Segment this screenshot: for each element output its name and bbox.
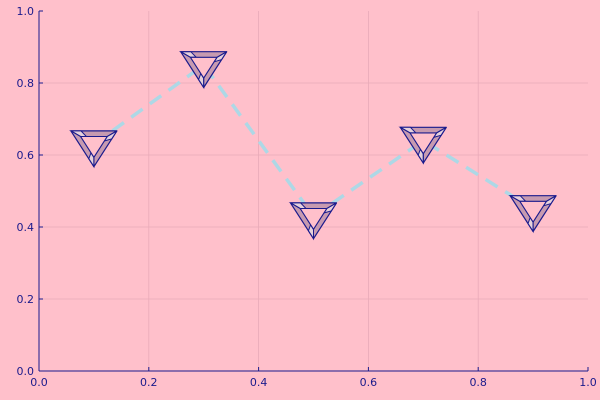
marker-edge xyxy=(436,126,447,134)
x-tick-label: 0.6 xyxy=(360,376,378,389)
penrose-triangle-icon xyxy=(508,195,557,234)
tick-labels: 0.0 0.2 0.4 0.6 0.8 1.0 0.0 0.2 0.4 0.6 0.8 1.0 xyxy=(17,5,597,389)
marker-edge xyxy=(546,195,557,202)
marker-hole xyxy=(299,207,328,231)
x-tick-label: 0.0 xyxy=(30,376,48,389)
y-tick-label: 0.0 xyxy=(17,365,35,378)
y-tick-label: 0.4 xyxy=(17,221,35,234)
marker-edge xyxy=(70,130,81,137)
markers xyxy=(69,51,557,241)
marker-edge xyxy=(290,202,301,209)
marker-edge xyxy=(326,202,337,209)
x-tick-label: 1.0 xyxy=(579,376,597,389)
x-tick-label: 0.4 xyxy=(250,376,268,389)
axes xyxy=(38,10,589,372)
y-tick-label: 0.6 xyxy=(17,149,35,162)
y-tick-label: 0.2 xyxy=(17,293,35,306)
y-tick-label: 1.0 xyxy=(17,5,35,18)
penrose-triangle-icon xyxy=(178,51,228,90)
marker-hole xyxy=(518,200,548,224)
x-tick-label: 0.2 xyxy=(140,376,158,389)
marker-edge xyxy=(509,195,521,202)
penrose-triangle-icon xyxy=(69,130,118,169)
marker-edge xyxy=(106,130,118,137)
marker-hole xyxy=(408,132,438,155)
marker-hole xyxy=(189,56,219,80)
marker-edge xyxy=(400,126,411,134)
marker-hole xyxy=(79,135,109,159)
penrose-triangle-icon xyxy=(398,126,447,165)
penrose-triangle-icon xyxy=(288,202,338,241)
y-tick-label: 0.8 xyxy=(17,77,35,90)
marker-edge xyxy=(216,51,227,58)
x-tick-label: 0.8 xyxy=(469,376,487,389)
marker-edge xyxy=(180,51,191,58)
